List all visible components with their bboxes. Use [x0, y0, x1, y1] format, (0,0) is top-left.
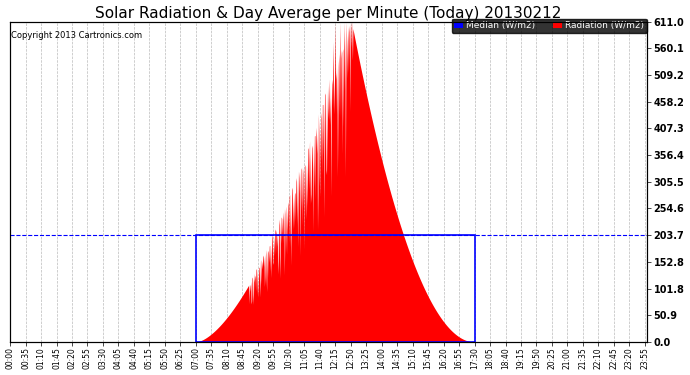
- Bar: [196, 235, 475, 342]
- Legend: Median (W/m2), Radiation (W/m2): Median (W/m2), Radiation (W/m2): [451, 18, 647, 33]
- Text: Copyright 2013 Cartronics.com: Copyright 2013 Cartronics.com: [11, 32, 142, 40]
- Title: Solar Radiation & Day Average per Minute (Today) 20130212: Solar Radiation & Day Average per Minute…: [95, 6, 562, 21]
